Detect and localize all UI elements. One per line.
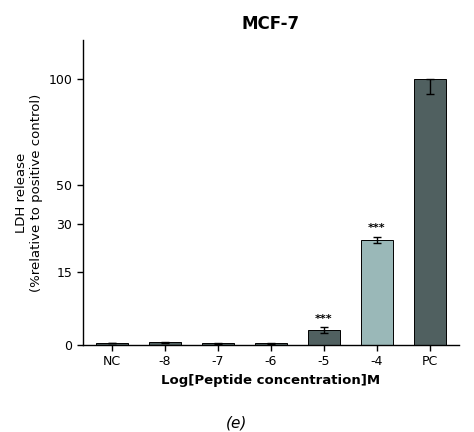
Text: (e): (e) xyxy=(226,416,248,431)
X-axis label: Log[Peptide concentration]M: Log[Peptide concentration]M xyxy=(161,374,381,387)
Bar xyxy=(202,343,234,345)
Title: MCF-7: MCF-7 xyxy=(242,15,300,33)
Y-axis label: LDH release
(%relative to positive control): LDH release (%relative to positive contr… xyxy=(15,93,43,292)
Bar xyxy=(255,343,287,345)
Text: ***: *** xyxy=(368,223,386,233)
Bar xyxy=(149,343,181,345)
Text: ***: *** xyxy=(315,314,333,324)
Bar xyxy=(96,343,128,345)
Bar xyxy=(308,330,340,345)
Bar xyxy=(361,240,393,345)
Bar xyxy=(414,79,446,345)
